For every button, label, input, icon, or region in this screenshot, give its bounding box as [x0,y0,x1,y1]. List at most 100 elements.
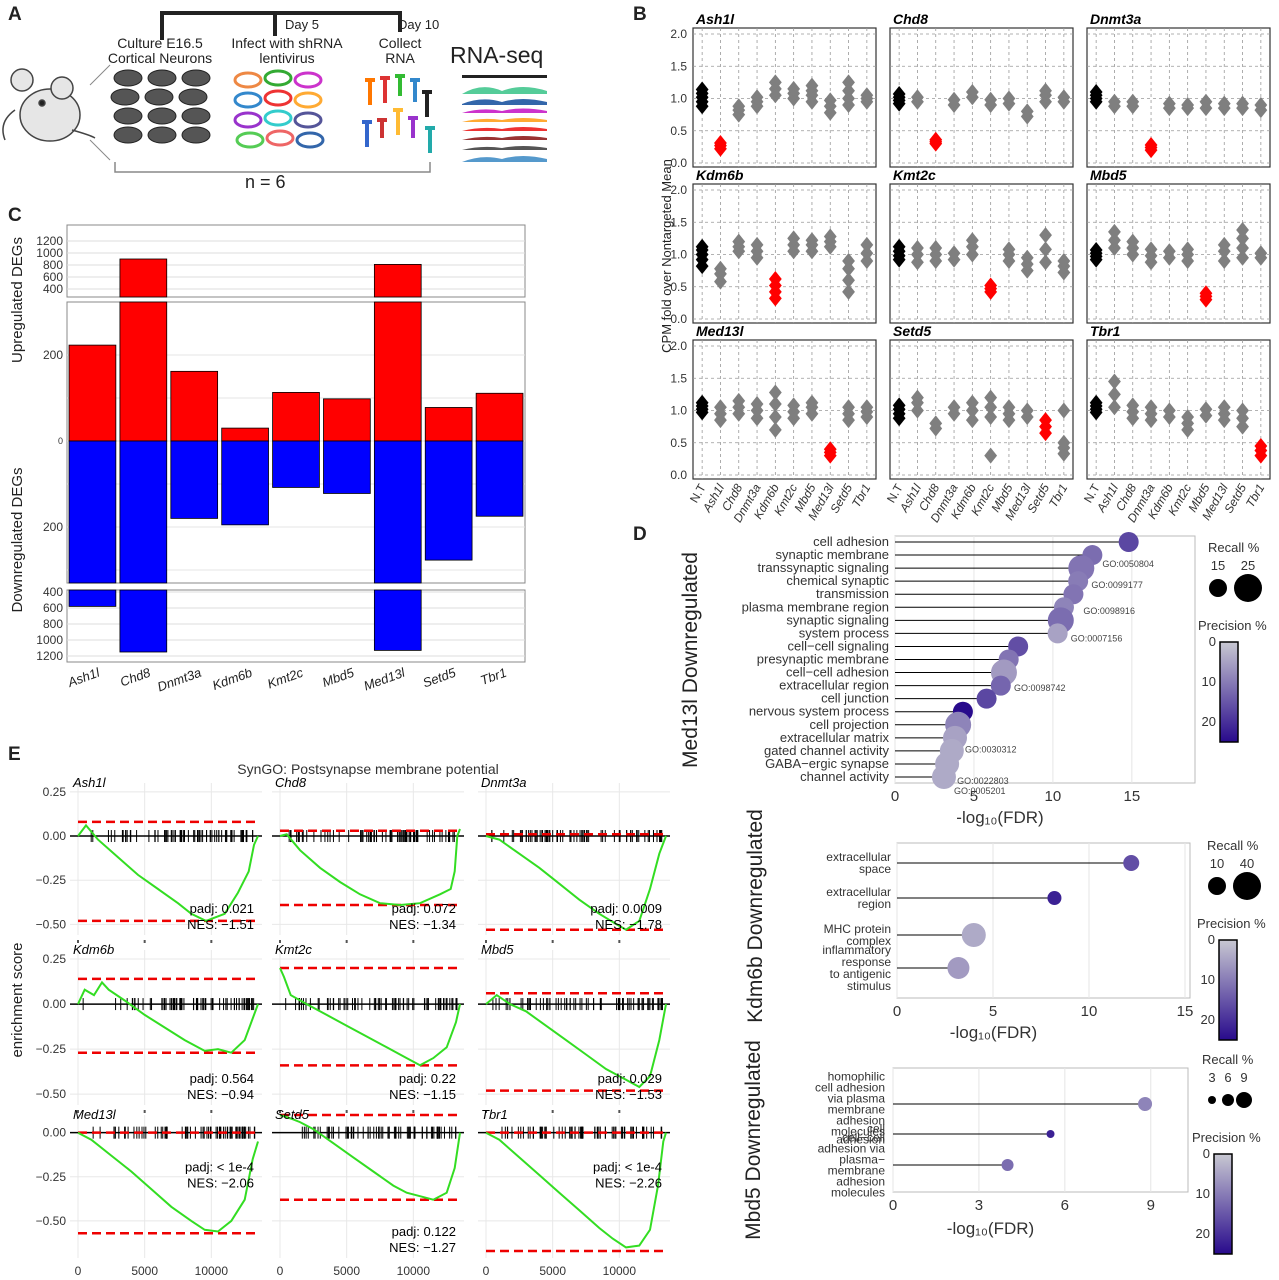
x-tick-label: Med13l [362,664,408,693]
plot-frame [892,1067,1189,1193]
bar-up [119,301,168,442]
y-tick-label: 0.0 [670,156,687,170]
bar-up [475,392,524,442]
data-point [714,399,727,416]
x-tick-label: 5 [970,788,978,805]
data-point [1039,412,1052,429]
go-term-label: GABA−ergic synapse [765,756,889,771]
data-point [1039,254,1052,271]
data-point [787,230,801,247]
x-tick-mark [279,940,281,943]
x-tick-label: Tbr1 [478,665,508,688]
data-point [842,399,855,416]
data-point [805,77,819,94]
facet-title: Med13l [73,1107,117,1122]
data-point [695,238,709,255]
nes-label: NES: −0.94 [187,1087,254,1102]
data-point [1162,402,1176,419]
data-point [892,238,906,255]
x-tick-mark [143,1110,146,1113]
data-point [892,85,906,102]
data-point [787,80,801,97]
day10-label: Day 10 [398,17,440,32]
bar-down [323,440,371,494]
recall-legend-value: 25 [1241,558,1255,573]
recall-legend-circle [1236,1092,1252,1108]
running-es-curve [485,835,667,931]
nes-label: NES: −1.53 [595,1087,662,1102]
data-point [842,283,855,300]
data-point [750,236,764,253]
data-point [1236,221,1249,238]
neuron-dishes-icon [110,69,211,144]
data-point [1181,241,1195,258]
x-tick-mark [618,940,621,943]
y-tick-label: 0.00 [43,829,67,843]
facet-title: Kmt2c [893,167,936,183]
y-tick-label: 0.5 [670,124,687,138]
y-tick-label: 800 [43,617,63,631]
y-tick-label: 1000 [36,246,63,260]
data-point [768,271,782,288]
running-es-curve [485,1131,667,1249]
y-tick-label: −0.50 [36,1214,67,1228]
bar-up [424,407,473,442]
data-point [695,81,709,98]
x-tick-label: 0 [893,1003,901,1020]
data-point [1126,233,1140,250]
x-tick-label: 0 [483,1264,490,1278]
x-tick-label: 5 [989,1003,997,1020]
panel-label-b: B [633,4,647,25]
x-tick-mark [618,1110,621,1113]
recall-legend-title: Recall % [1208,540,1260,555]
go-id-label: GO:0098742 [1014,683,1066,693]
precision-colorbar [1213,1153,1233,1255]
dotplot-facet-kmt2c: Kmt2c [889,167,1074,324]
recall-legend-circle [1234,574,1262,602]
go-term-label: extracellular [826,850,891,864]
x-tick-mark [345,1110,348,1113]
y-tick-label: 2.0 [670,183,687,197]
y-tick-label: −0.25 [36,873,67,887]
y-tick-label: 0 [58,436,63,446]
day5-label: Day 5 [285,17,319,32]
go-term-label: transsynaptic signaling [757,560,889,575]
precision-legend-title: Precision % [1197,916,1266,931]
data-point [1108,223,1121,240]
data-point [965,394,979,411]
data-point [1002,90,1016,107]
data-point [714,260,727,277]
go-term-label: space [859,862,891,876]
go-term-label: channel activity [800,769,889,784]
lollipop-point [931,765,956,789]
x-tick-label: Dnmt3a [155,665,203,695]
running-es-curve [77,823,259,922]
lollipop-point [1047,891,1062,905]
recall-legend-value: 6 [1224,1070,1231,1085]
data-point [1199,401,1213,418]
x-tick-label: 15 [1177,1003,1194,1020]
data-point [842,272,855,289]
rnaseq-tracks-icon [462,75,547,162]
panel-label-a: A [8,4,22,25]
y-tick-label: 2.0 [670,339,687,353]
y-tick-label: 600 [43,270,63,284]
rnaseq-label: RNA-seq [450,42,544,68]
data-point [1217,236,1231,253]
data-point [823,228,837,245]
x-tick-label: Chd8 [118,664,153,689]
workflow-graphic [2,11,547,173]
data-point [947,399,961,416]
data-point [911,89,924,106]
legend-kdm6b: Recall % 10 40 Precision %0 10 20 [1197,838,1266,1041]
go-term-label: transmission [816,586,889,601]
bar-down-inset [68,589,117,607]
data-point [1144,241,1158,258]
x-tick-mark [143,940,146,943]
bar-down [221,440,269,526]
data-point [768,396,782,413]
x-tick-label: 0 [75,1264,82,1278]
